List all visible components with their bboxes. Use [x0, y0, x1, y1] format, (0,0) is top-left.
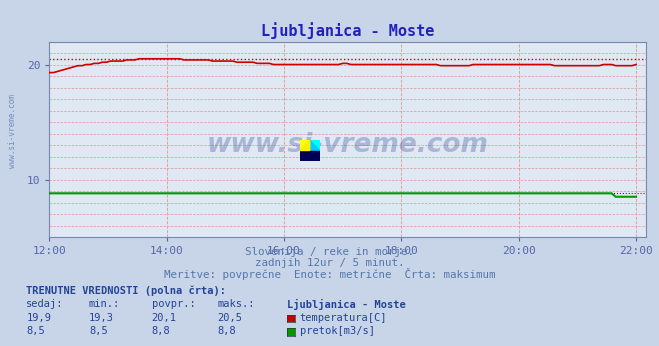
Title: Ljubljanica - Moste: Ljubljanica - Moste — [261, 22, 434, 39]
Text: 20,1: 20,1 — [152, 313, 177, 323]
Text: temperatura[C]: temperatura[C] — [300, 313, 387, 323]
Text: 8,5: 8,5 — [26, 326, 45, 336]
Polygon shape — [310, 140, 320, 151]
Text: www.si-vreme.com: www.si-vreme.com — [207, 132, 488, 158]
Text: TRENUTNE VREDNOSTI (polna črta):: TRENUTNE VREDNOSTI (polna črta): — [26, 285, 226, 296]
Text: 20,5: 20,5 — [217, 313, 243, 323]
Text: www.si-vreme.com: www.si-vreme.com — [8, 94, 17, 169]
Text: sedaj:: sedaj: — [26, 299, 64, 309]
Text: 19,9: 19,9 — [26, 313, 51, 323]
Text: min.:: min.: — [89, 299, 120, 309]
Polygon shape — [310, 140, 320, 151]
Polygon shape — [300, 140, 310, 151]
Text: Meritve: povprečne  Enote: metrične  Črta: maksimum: Meritve: povprečne Enote: metrične Črta:… — [163, 268, 496, 280]
Text: zadnjih 12ur / 5 minut.: zadnjih 12ur / 5 minut. — [255, 258, 404, 268]
Polygon shape — [300, 140, 310, 151]
Text: 8,8: 8,8 — [217, 326, 236, 336]
Text: 19,3: 19,3 — [89, 313, 114, 323]
Text: Ljubljanica - Moste: Ljubljanica - Moste — [287, 299, 405, 310]
Text: maks.:: maks.: — [217, 299, 255, 309]
Text: povpr.:: povpr.: — [152, 299, 195, 309]
Text: 8,8: 8,8 — [152, 326, 170, 336]
Polygon shape — [300, 151, 320, 161]
Text: 8,5: 8,5 — [89, 326, 107, 336]
Text: pretok[m3/s]: pretok[m3/s] — [300, 326, 375, 336]
Text: Slovenija / reke in morje.: Slovenija / reke in morje. — [245, 247, 414, 257]
